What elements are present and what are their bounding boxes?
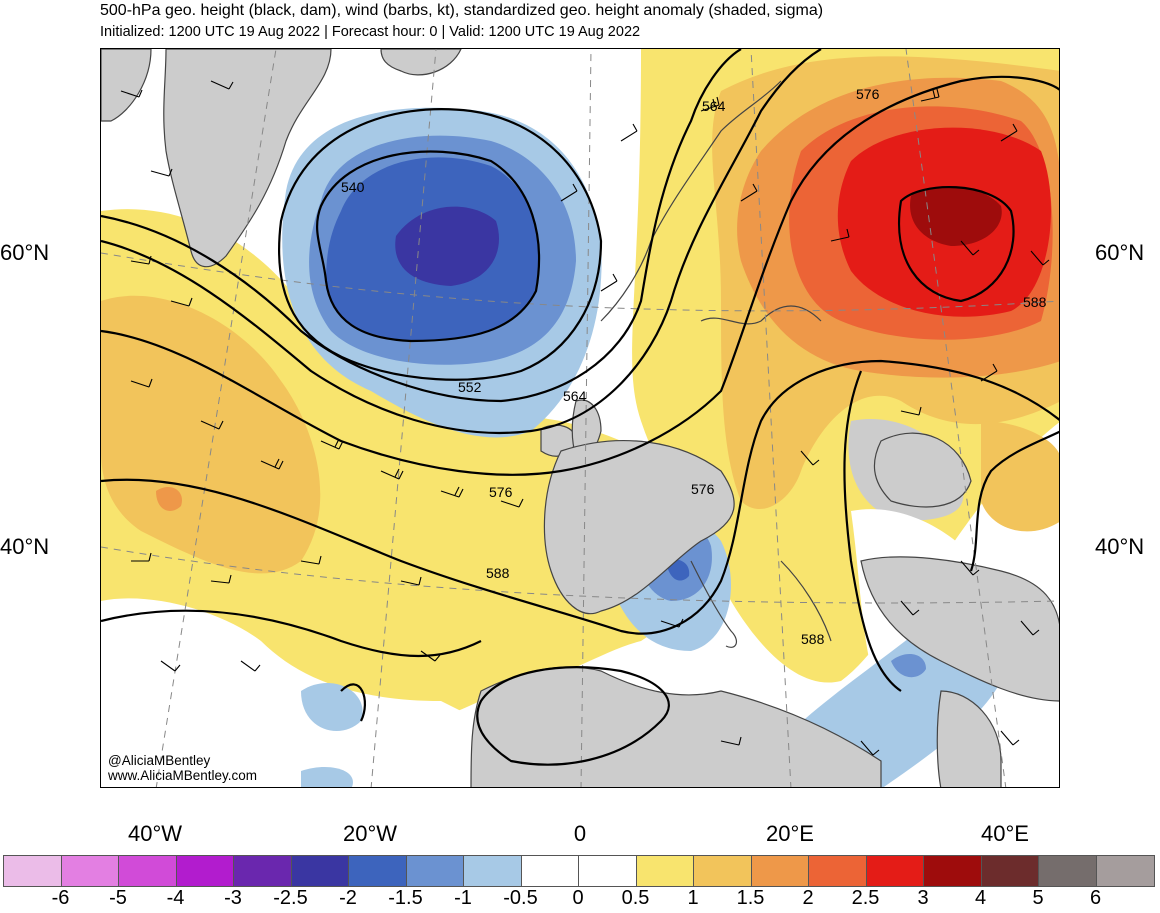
colorbar-box	[1096, 856, 1154, 886]
lat-label-40n-left: 40°N	[0, 534, 50, 559]
colorbar-box	[349, 856, 407, 886]
contour-label-576-north: 576	[856, 86, 880, 102]
colorbar-box	[291, 856, 349, 886]
colorbar-box	[61, 856, 119, 886]
colorbar-label: -6	[51, 887, 70, 909]
credit-url: www.AliciaMBentley.com	[108, 768, 258, 783]
lon-label-20w: 20°W	[342, 821, 398, 846]
colorbar-label: 6	[1089, 887, 1102, 909]
map-panel: 540 552 564 564 576 576 576 588 588 588	[100, 48, 1060, 788]
colorbar-label: 3	[917, 887, 929, 909]
graticule	[101, 49, 1059, 787]
colorbar-label: -2	[339, 887, 357, 909]
contour-label-576-atlantic: 576	[489, 484, 513, 500]
map-subtitle: Initialized: 1200 UTC 19 Aug 2022 | Fore…	[100, 24, 641, 40]
colorbar-label: -1.5	[388, 887, 423, 909]
colorbar	[3, 855, 1155, 887]
colorbar-label: -3	[224, 887, 242, 909]
colorbar-box	[176, 856, 234, 886]
colorbar-box	[924, 856, 982, 886]
contour-label-576-alps: 576	[691, 481, 715, 497]
coastlines	[600, 80, 832, 648]
contour-label-588-russia: 588	[1023, 294, 1047, 310]
colorbar-box	[521, 856, 579, 886]
wind-barbs	[120, 80, 1050, 756]
land-masses	[101, 49, 1059, 787]
colorbar-label: -5	[109, 887, 127, 909]
colorbar-label: 2.5	[851, 887, 880, 909]
colorbar-label: -0.5	[503, 887, 538, 909]
lon-label-40w: 40°W	[127, 821, 183, 846]
colorbar-box	[579, 856, 637, 886]
colorbar-label: 1	[687, 887, 699, 909]
colorbar-box	[981, 856, 1039, 886]
colorbar-label: 2	[802, 887, 814, 909]
colorbar-box	[809, 856, 867, 886]
colorbar-label: -4	[166, 887, 185, 909]
colorbar-label: 5	[1032, 887, 1044, 909]
map-title: 500-hPa geo. height (black, dam), wind (…	[100, 2, 824, 19]
contour-label-564-west: 564	[563, 388, 587, 404]
lon-label-0: 0	[573, 821, 587, 846]
colorbar-box	[464, 856, 522, 886]
lat-label-60n-right: 60°N	[1095, 240, 1145, 265]
height-contours	[101, 49, 1059, 766]
colorbar-label: -2.5	[273, 887, 308, 909]
colorbar-box	[636, 856, 694, 886]
contour-labels: 540 552 564 564 576 576 576 588 588 588	[341, 86, 1047, 647]
colorbar-box	[1039, 856, 1097, 886]
colorbar-box	[119, 856, 177, 886]
colorbar-label: 0.5	[621, 887, 650, 909]
map-svg: 540 552 564 564 576 576 576 588 588 588	[101, 49, 1059, 787]
contour-label-588-balkans: 588	[801, 631, 825, 647]
contour-label-588-west: 588	[486, 565, 510, 581]
colorbar-label: 4	[974, 887, 987, 909]
contour-label-552: 552	[458, 379, 482, 395]
colorbar-box	[406, 856, 464, 886]
lat-label-60n-left: 60°N	[0, 240, 50, 265]
contour-label-540: 540	[341, 179, 365, 195]
colorbar-box	[4, 856, 62, 886]
lon-label-20e: 20°E	[766, 821, 814, 846]
colorbar-box	[694, 856, 752, 886]
contour-label-564-north: 564	[702, 98, 726, 114]
colorbar-box	[234, 856, 292, 886]
colorbar-label: -1	[454, 887, 472, 909]
colorbar-label: 1.5	[736, 887, 765, 909]
lat-label-40n-right: 40°N	[1095, 534, 1145, 559]
colorbar-label: 0	[572, 887, 584, 909]
colorbar-box	[866, 856, 924, 886]
credit-handle: @AliciaMBentley	[108, 753, 211, 768]
lon-label-40e: 40°E	[981, 821, 1029, 846]
colorbar-box	[751, 856, 809, 886]
